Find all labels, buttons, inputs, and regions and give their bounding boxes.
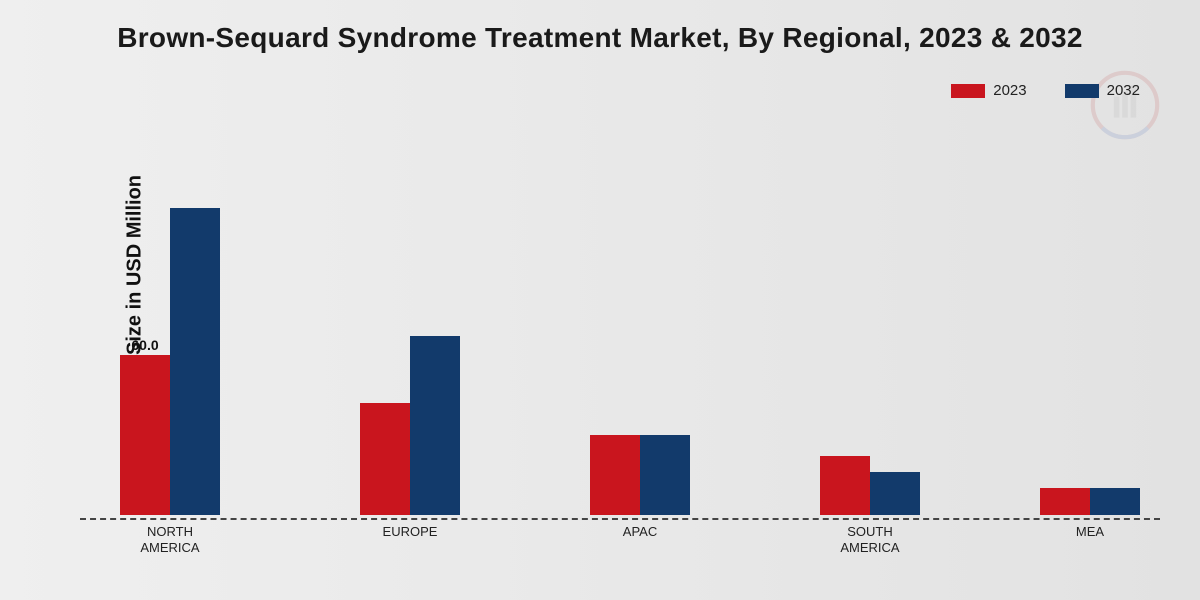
bar — [360, 403, 410, 515]
bar-group — [590, 435, 690, 520]
bar — [590, 435, 640, 515]
legend-item-2032: 2032 — [1065, 82, 1140, 99]
legend-label-2023: 2023 — [993, 82, 1026, 99]
bar — [120, 355, 170, 515]
legend-item-2023: 2023 — [951, 82, 1026, 99]
chart-title: Brown-Sequard Syndrome Treatment Market,… — [0, 22, 1200, 54]
x-axis-label: NORTHAMERICA — [100, 524, 240, 557]
chart-page: Brown-Sequard Syndrome Treatment Market,… — [0, 0, 1200, 600]
bar — [170, 208, 220, 515]
x-axis-label: EUROPE — [340, 524, 480, 540]
bar — [820, 456, 870, 515]
legend-swatch-2023 — [951, 84, 985, 98]
x-axis-labels: NORTHAMERICA EUROPE APAC SOUTHAMERICA MEA — [80, 524, 1160, 574]
legend-label-2032: 2032 — [1107, 82, 1140, 99]
x-axis-label: APAC — [570, 524, 710, 540]
x-axis-label: MEA — [1020, 524, 1160, 540]
bar-value-label: 60.0 — [120, 337, 170, 355]
plot-area: 60.0 — [80, 120, 1160, 520]
bar-group — [1040, 488, 1140, 520]
bar — [640, 435, 690, 515]
bar — [1090, 488, 1140, 515]
x-axis-label: SOUTHAMERICA — [800, 524, 940, 557]
bar — [410, 336, 460, 515]
bar — [870, 472, 920, 515]
legend-swatch-2032 — [1065, 84, 1099, 98]
bar-group — [360, 336, 460, 520]
legend: 2023 2032 — [951, 82, 1140, 99]
bar — [1040, 488, 1090, 515]
bar-group: 60.0 — [120, 208, 220, 520]
bar-group — [820, 456, 920, 520]
